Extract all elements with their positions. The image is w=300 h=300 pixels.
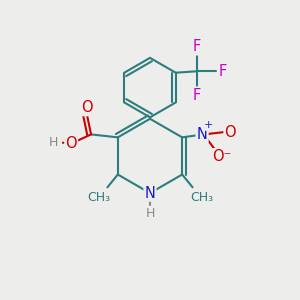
Text: N: N xyxy=(197,127,208,142)
Text: N: N xyxy=(145,186,155,201)
Text: O⁻: O⁻ xyxy=(213,149,232,164)
Text: O: O xyxy=(81,100,92,115)
Text: +: + xyxy=(204,120,214,130)
Text: F: F xyxy=(219,64,227,79)
Text: O: O xyxy=(224,124,236,140)
Text: H: H xyxy=(145,207,155,220)
Text: F: F xyxy=(193,39,201,54)
Text: CH₃: CH₃ xyxy=(190,191,214,204)
Text: F: F xyxy=(193,88,201,103)
Text: O: O xyxy=(65,136,77,152)
Text: H: H xyxy=(49,136,58,149)
Text: CH₃: CH₃ xyxy=(88,191,111,204)
